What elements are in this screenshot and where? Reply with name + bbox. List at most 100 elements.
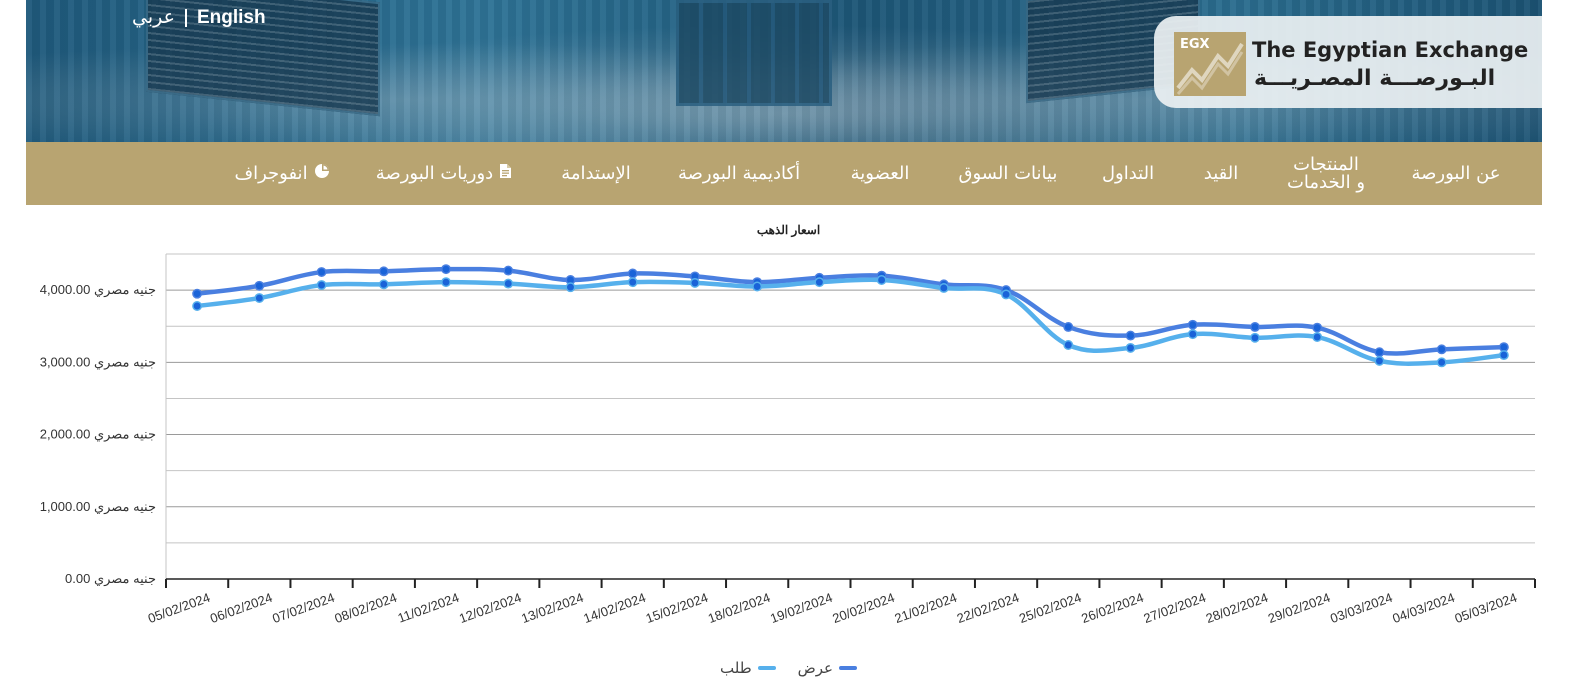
x-tick-label: 26/02/2024 (1079, 590, 1145, 626)
nav-item-label: القيد (1203, 163, 1239, 184)
data-point-bid (441, 277, 451, 288)
data-point-bid (689, 277, 700, 288)
nav-item-label-line2: و الخدمات (1286, 171, 1366, 193)
nav-item-label: انفوجراف (234, 163, 308, 184)
data-point-bid (192, 301, 203, 311)
x-tick-label: 18/02/2024 (706, 590, 772, 626)
egx-logo-icon: EGX (1174, 32, 1246, 96)
data-point-bid (316, 280, 327, 291)
data-point-offer (441, 264, 451, 275)
x-tick-label: 03/03/2024 (1328, 590, 1394, 626)
x-tick-label: 11/02/2024 (396, 590, 461, 626)
data-point-bid (565, 282, 576, 293)
nav-item-infographic[interactable]: انفوجراف (222, 142, 342, 205)
data-point-bid (378, 279, 389, 290)
nav-item-academy[interactable]: أكاديمية البورصة (666, 142, 812, 205)
logo-english-name: The Egyptian Exchange (1252, 38, 1529, 62)
legend-swatch-offer (839, 666, 858, 670)
nav-item-publications[interactable]: دوريات البورصة (364, 142, 524, 205)
x-tick-label: 25/02/2024 (1017, 590, 1083, 626)
data-point-offer (316, 267, 327, 278)
nav-item-listing[interactable]: القيد (1186, 142, 1256, 205)
data-point-bid (627, 277, 638, 288)
nav-item-membership[interactable]: العضوية (832, 142, 928, 205)
nav-item-label: التداول (1101, 163, 1155, 184)
legend-entry-bid[interactable]: طلب (720, 659, 776, 677)
x-tick-label: 29/02/2024 (1266, 590, 1332, 626)
egx-logo[interactable]: EGX The Egyptian Exchange البـورصـــة ال… (1154, 16, 1542, 108)
legend-swatch-bid (757, 666, 776, 670)
y-tick-label: 1,000.00 جنيه مصري (40, 499, 156, 515)
nav-item-products-services[interactable]: المنتجات و الخدمات (1276, 142, 1376, 205)
data-point-offer (1125, 330, 1136, 341)
data-point-bid (1374, 355, 1385, 366)
x-tick-label: 06/02/2024 (208, 590, 274, 626)
x-tick-label: 22/02/2024 (955, 590, 1021, 626)
x-tick-label: 08/02/2024 (333, 590, 399, 626)
logo-mark-text: EGX (1180, 37, 1210, 52)
language-divider (184, 8, 187, 27)
data-point-offer (1312, 322, 1323, 333)
data-point-offer (1063, 321, 1074, 332)
doorway-image (676, 0, 832, 106)
data-point-offer (1250, 321, 1260, 332)
legend-entry-offer[interactable]: عرض (797, 659, 858, 677)
nav-item-label: دوريات البورصة (375, 163, 494, 184)
x-tick-label: 04/03/2024 (1390, 590, 1456, 626)
x-tick-label: 14/02/2024 (581, 590, 647, 626)
data-point-bid (1125, 342, 1136, 353)
data-point-bid (814, 277, 825, 288)
y-tick-label: 2,000.00 جنيه مصري (40, 427, 156, 443)
data-point-offer (503, 265, 514, 276)
y-tick-label: 0.00 جنيه مصري (65, 571, 156, 587)
pie-chart-icon (314, 163, 330, 184)
nav-item-label: عن البورصة (1411, 163, 1501, 184)
x-tick-label: 05/03/2024 (1453, 590, 1519, 626)
arabic-language-link[interactable]: عربي (132, 7, 175, 28)
data-point-bid (752, 281, 763, 292)
data-point-offer (1436, 344, 1447, 355)
language-switcher: عربي English (132, 6, 266, 29)
data-point-bid (503, 278, 514, 289)
x-tick-label: 28/02/2024 (1204, 590, 1270, 626)
document-icon (499, 163, 512, 184)
data-point-bid (938, 282, 949, 293)
data-point-bid (1063, 340, 1074, 350)
x-tick-label: 21/02/2024 (893, 590, 959, 626)
logo-arabic-name: البـورصـــة المصـريـــة (1254, 66, 1496, 91)
nav-item-label-line1: المنتجات (1293, 153, 1359, 175)
chart-legend: عرض طلب (0, 659, 1577, 677)
data-point-offer (627, 268, 638, 279)
legend-label-offer: عرض (797, 659, 834, 677)
nav-item-sustainability[interactable]: الإستدامة (546, 142, 646, 205)
english-language-link[interactable]: English (196, 6, 266, 28)
nav-item-market-data[interactable]: بيانات السوق (944, 142, 1072, 205)
x-tick-label: 05/02/2024 (146, 590, 212, 626)
data-point-offer (1374, 347, 1385, 358)
series-line-offer (194, 266, 1507, 356)
data-point-offer (254, 280, 265, 291)
data-point-bid (1250, 332, 1260, 343)
x-tick-label: 13/02/2024 (519, 590, 585, 626)
nav-item-trading[interactable]: التداول (1086, 142, 1170, 205)
data-point-offer (378, 266, 389, 277)
site-header-banner: عربي English EGX The Egyptian Exchange ا… (26, 0, 1542, 142)
chart-title: اسعار الذهب (756, 223, 821, 237)
x-tick-label: 20/02/2024 (830, 590, 896, 626)
data-point-offer (1498, 342, 1509, 353)
nav-item-about[interactable]: عن البورصة (1398, 142, 1514, 205)
data-point-bid (1001, 289, 1012, 300)
data-point-bid (1312, 332, 1323, 343)
main-navigation: عن البورصة المنتجات و الخدمات القيد التد… (26, 142, 1542, 205)
x-tick-label: 12/02/2024 (457, 590, 523, 626)
data-point-offer (1187, 319, 1198, 330)
data-point-bid (1187, 329, 1198, 340)
x-tick-label: 27/02/2024 (1141, 590, 1207, 626)
data-point-bid (1436, 357, 1447, 368)
nav-item-label: بيانات السوق (958, 163, 1058, 184)
nav-item-label: أكاديمية البورصة (677, 163, 801, 184)
x-tick-label: 19/02/2024 (768, 590, 834, 626)
legend-label-bid: طلب (720, 659, 752, 677)
